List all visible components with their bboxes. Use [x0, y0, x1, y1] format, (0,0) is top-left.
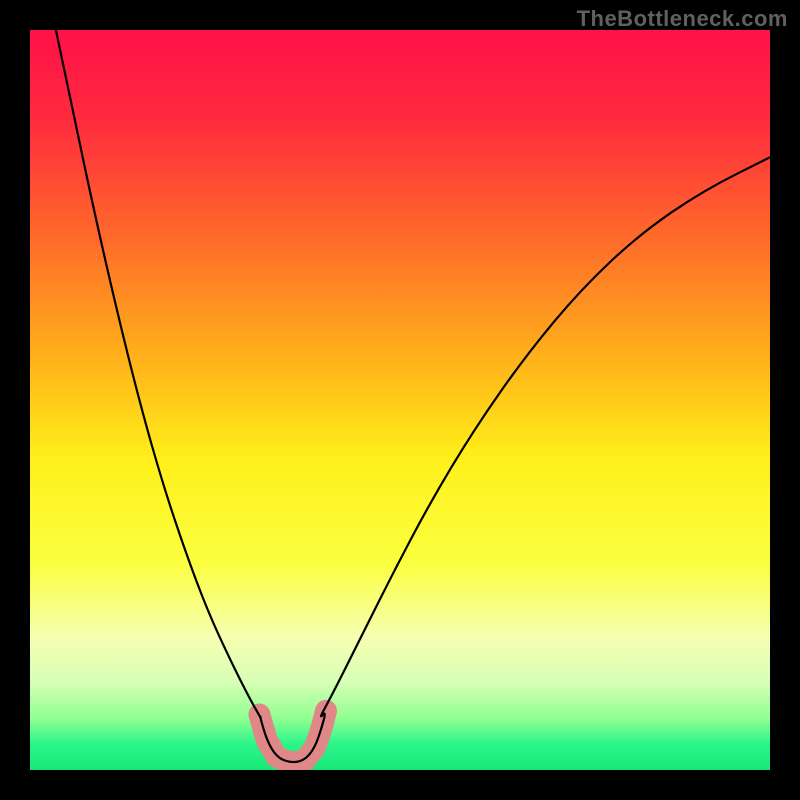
bottleneck-curve-chart	[0, 0, 800, 800]
chart-container: TheBottleneck.com	[0, 0, 800, 800]
plot-background	[30, 30, 770, 770]
watermark-text: TheBottleneck.com	[577, 6, 788, 32]
